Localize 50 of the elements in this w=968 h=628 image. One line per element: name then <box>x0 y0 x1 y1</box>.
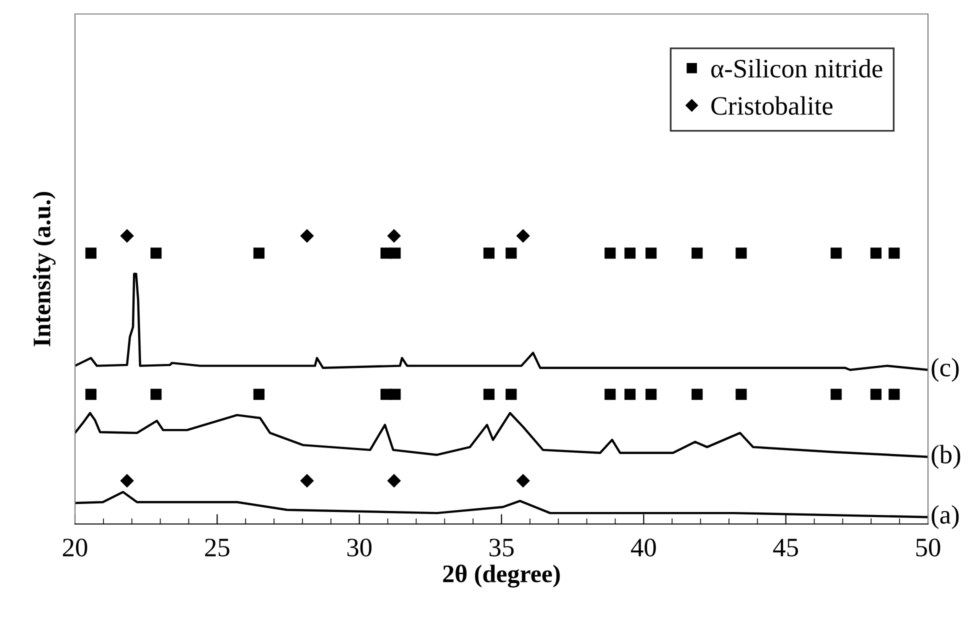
point <box>624 248 636 259</box>
point <box>646 248 657 259</box>
point <box>888 388 900 400</box>
series-label: (a) <box>932 505 959 530</box>
series-label: (b) <box>932 444 960 469</box>
point <box>253 388 265 400</box>
point <box>870 248 882 259</box>
point <box>604 248 616 259</box>
point <box>85 248 96 259</box>
x-tick-label: 40 <box>630 538 656 556</box>
point <box>300 474 314 488</box>
point <box>483 248 495 259</box>
x-tick-label: 30 <box>347 538 372 556</box>
point <box>506 248 517 259</box>
point <box>646 388 657 400</box>
x-tick-label: 50 <box>916 538 940 556</box>
point <box>888 248 900 259</box>
series-label: (c) <box>932 358 959 382</box>
point <box>150 248 162 259</box>
point <box>830 388 842 400</box>
legend-label: α-Silicon nitride <box>711 59 882 78</box>
point <box>870 388 882 400</box>
point <box>736 388 747 400</box>
x-tick-label: 45 <box>773 538 798 556</box>
point <box>120 474 134 488</box>
point <box>390 388 401 400</box>
point <box>516 228 530 243</box>
point <box>624 388 636 400</box>
point <box>150 388 162 400</box>
point <box>736 248 747 259</box>
point <box>516 474 530 488</box>
point <box>604 388 616 400</box>
point <box>300 228 314 243</box>
point <box>390 248 401 259</box>
legend-label: Cristobalite <box>711 96 832 115</box>
point <box>387 474 401 488</box>
x-tick-label: 35 <box>490 538 514 556</box>
point <box>506 388 517 400</box>
point <box>692 248 703 259</box>
point <box>253 248 265 259</box>
y-axis-title: Intensity (a.u.) <box>32 192 56 346</box>
point <box>692 388 703 400</box>
point <box>85 388 96 400</box>
point <box>120 228 134 243</box>
x-tick-label: 20 <box>62 538 88 556</box>
x-tick-label: 25 <box>205 538 230 556</box>
point <box>387 228 401 243</box>
point <box>483 388 495 400</box>
x-axis-title: 2θ (degree) <box>443 564 560 588</box>
point <box>830 248 842 259</box>
